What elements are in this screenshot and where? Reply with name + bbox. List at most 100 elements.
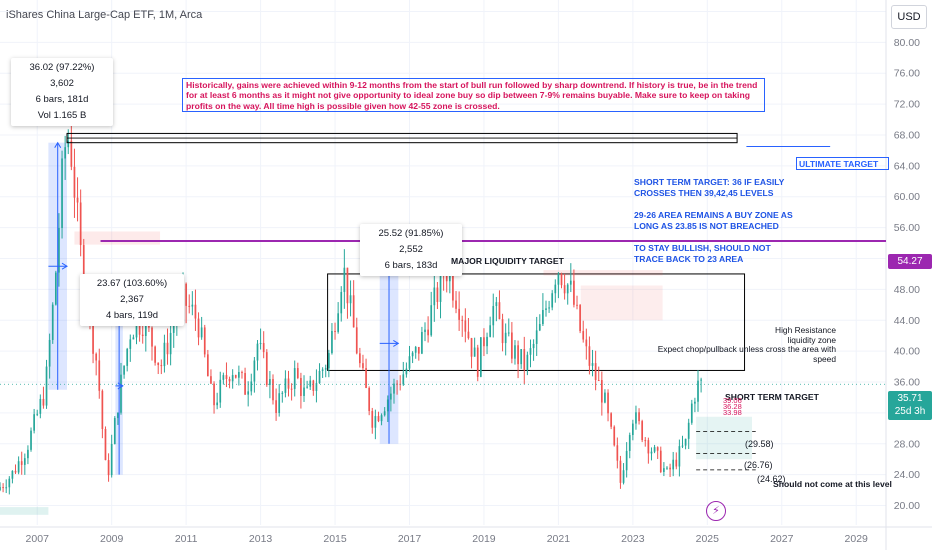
candle-body — [647, 440, 650, 454]
candle-body — [563, 285, 566, 294]
candle-body — [414, 346, 417, 353]
candle-body — [607, 392, 609, 414]
candle-body — [622, 470, 625, 483]
candle-body — [371, 411, 374, 428]
candle-body — [498, 302, 501, 320]
candle-body — [51, 304, 54, 340]
lightning-icon[interactable]: ⚡ — [706, 501, 726, 521]
candle-body — [396, 383, 398, 385]
candle-body — [576, 304, 578, 306]
candle-body — [2, 487, 4, 489]
candle-body — [73, 166, 76, 198]
candle-body — [694, 401, 696, 404]
supply-zone — [543, 270, 663, 276]
candle-body — [644, 440, 647, 442]
candle-body — [129, 339, 132, 349]
high-resistance-line: High Resistance — [775, 325, 836, 335]
candle-body — [594, 363, 597, 381]
candle-body — [101, 390, 104, 429]
candle-body — [635, 412, 637, 424]
supply-zone — [74, 231, 161, 245]
candle-body — [483, 337, 485, 347]
candle-body — [70, 140, 73, 167]
candle-body — [448, 275, 451, 282]
x-tick-label: 2025 — [696, 533, 720, 545]
candle-body — [610, 413, 612, 427]
demand-zone — [0, 507, 49, 515]
candle-body — [545, 308, 547, 311]
candle-body — [383, 411, 386, 416]
candle-body — [135, 320, 138, 338]
ultimate-target-label: ULTIMATE TARGET — [796, 157, 889, 170]
candle-body — [234, 375, 237, 378]
time-axis[interactable]: 2007 2009 2011 2013 2015 2017 2019 2021 2023 2025… — [26, 533, 869, 545]
candle-body — [436, 287, 439, 302]
candle-body — [331, 331, 333, 354]
candle-body — [365, 368, 367, 388]
candle-body — [293, 368, 296, 389]
should-not-label: Should not come at this level — [773, 479, 892, 489]
measure-line: 4 bars, 119d — [105, 310, 159, 321]
candle-body — [408, 356, 411, 369]
candle-body — [455, 300, 457, 309]
candle-body — [76, 197, 79, 203]
candle-body — [687, 422, 690, 439]
candle-body — [200, 327, 203, 338]
level-label-2: (26.76) — [744, 460, 773, 470]
candle-body — [244, 373, 246, 395]
price-axis[interactable]: 20.0024.0028.0032.0036.0040.0044.0048.00… — [894, 6, 920, 512]
candle-body — [681, 445, 684, 447]
candle-body — [203, 327, 206, 355]
bar-countdown: 25d 3h — [894, 406, 926, 417]
candle-body — [324, 368, 327, 370]
y-tick-label: 44.00 — [894, 315, 920, 327]
candle-body — [306, 386, 308, 388]
candle-body — [188, 305, 191, 307]
candle-body — [110, 444, 113, 476]
candle-body — [579, 305, 581, 332]
candle-body — [259, 343, 262, 345]
candle-body — [206, 354, 209, 377]
candle-body — [697, 380, 699, 402]
candle-body — [374, 416, 377, 428]
y-tick-label: 60.00 — [894, 191, 920, 203]
candle-body — [0, 487, 1, 491]
candle-body — [346, 267, 349, 304]
candle-body — [27, 449, 29, 459]
candle-body — [275, 400, 277, 414]
candle-body — [591, 363, 594, 366]
candle-body — [672, 459, 675, 470]
y-tick-label: 80.00 — [894, 37, 920, 49]
candle-body — [458, 308, 460, 320]
candle-body — [479, 337, 482, 377]
candle-body — [216, 402, 219, 406]
candle-body — [123, 365, 125, 375]
high-resistance-note: High Resistance liquidity zone Expect ch… — [640, 325, 836, 364]
candle-body — [241, 372, 243, 374]
candle-body — [225, 375, 228, 379]
stack-value: 39.06 — [723, 396, 742, 405]
candle-body — [625, 450, 628, 471]
candle-body — [386, 399, 389, 412]
candle-body — [504, 332, 507, 344]
candle-body — [321, 369, 324, 371]
candle-body — [690, 403, 693, 423]
candle-body — [368, 387, 371, 412]
target-note-2: 29-26 AREA REMAINS A BUY ZONE AS LONG AS… — [634, 210, 793, 231]
candle-body — [253, 360, 256, 382]
candle-body — [616, 445, 619, 461]
candle-body — [14, 470, 17, 473]
measure-time-arrowhead — [61, 262, 68, 270]
candle-body — [551, 293, 554, 308]
candle-body — [185, 283, 187, 306]
candle-body — [684, 438, 687, 446]
candle-body — [17, 461, 20, 473]
candle-body — [343, 267, 346, 292]
candle-body — [678, 446, 681, 467]
candle-body — [405, 368, 408, 375]
candle-body — [359, 353, 361, 364]
currency-button[interactable]: USD — [891, 5, 927, 29]
candle-body — [600, 380, 603, 403]
y-tick-label: 48.00 — [894, 284, 920, 296]
